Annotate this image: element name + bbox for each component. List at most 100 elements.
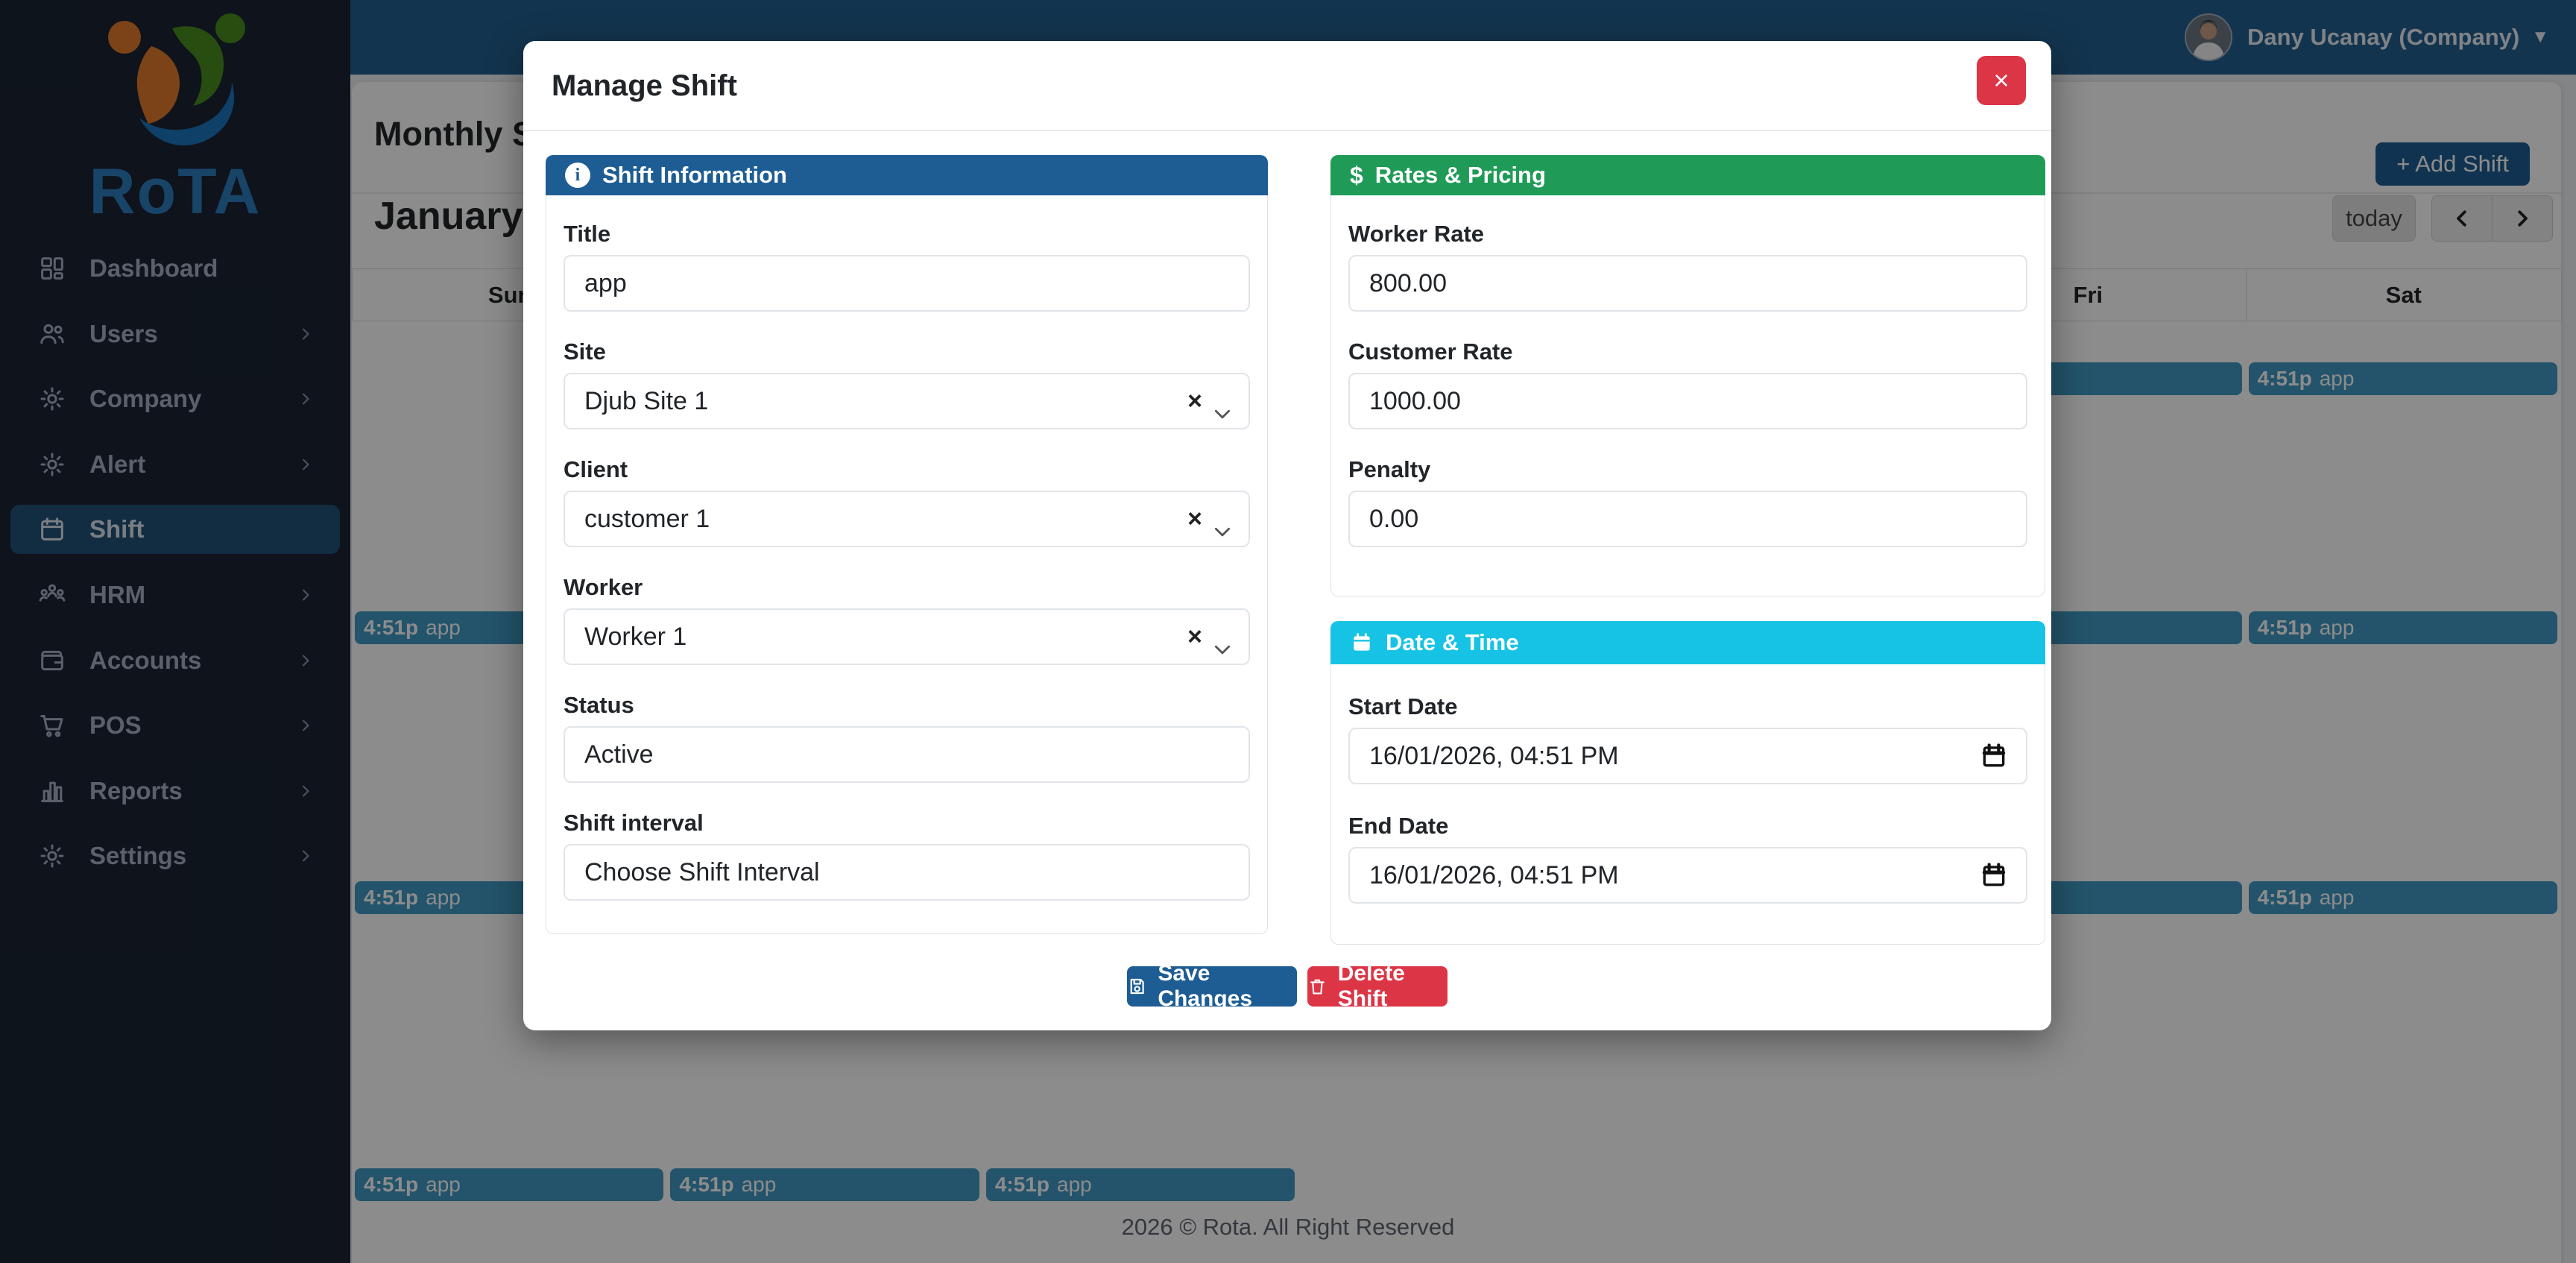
end-date-input[interactable]: 16/01/2026, 04:51 PM [1348,847,2027,904]
shift-interval-label: Shift interval [564,810,704,836]
calendar-event[interactable]: 4:51p app [355,1168,664,1201]
site-select[interactable]: Djub Site 1 × [564,373,1250,429]
sidebar-item-accounts[interactable]: Accounts [10,636,340,685]
chevron-down-icon[interactable] [1213,515,1232,537]
customer-rate-input[interactable]: 1000.00 [1348,373,2027,429]
event-time: 4:51p [364,616,419,639]
chevron-down-icon[interactable] [1213,633,1232,655]
worker-select[interactable]: Worker 1 × [564,608,1250,665]
sidebar-item-reports[interactable]: Reports [10,766,340,816]
date-time-header: Date & Time [1330,621,2045,664]
calendar-event[interactable]: 4:51p app [2248,611,2557,644]
calendar-event[interactable]: 4:51p app [2248,362,2557,395]
start-date-value: 16/01/2026, 04:51 PM [1369,741,1619,770]
date-picker-icon[interactable] [1980,861,2008,889]
sidebar-item-label: Settings [89,842,187,870]
event-title: app [2319,886,2355,909]
dashboard-icon [37,253,67,283]
sidebar-item-label: Company [89,385,202,413]
today-button[interactable]: today [2332,195,2416,242]
sidebar-item-shift[interactable]: Shift [10,505,340,555]
worker-rate-label: Worker Rate [1348,221,1485,247]
calendar-icon [37,514,67,544]
start-date-label: Start Date [1348,693,1458,719]
sidebar-item-alert[interactable]: Alert [10,440,340,489]
modal-header: Manage Shift × [523,41,2051,131]
gear-icon [37,841,67,871]
calendar-event[interactable]: 4:51p app [2248,881,2557,914]
date-picker-icon[interactable] [1980,742,2008,770]
rates-pricing-header: $ Rates & Pricing [1330,155,2045,195]
caret-down-icon: ▼ [2531,27,2549,47]
sidebar-item-dashboard[interactable]: Dashboard [10,244,340,293]
dollar-icon: $ [1350,161,1363,189]
site-label: Site [564,338,606,365]
avatar [2185,13,2233,61]
users-icon [37,319,67,349]
rates-pricing-header-label: Rates & Pricing [1374,162,1546,188]
app-logo[interactable]: RoTA [0,7,350,224]
event-time: 4:51p [364,1173,419,1196]
day-header-sat: Sat [2247,269,2562,321]
start-date-input[interactable]: 16/01/2026, 04:51 PM [1348,728,2027,784]
shift-interval-input[interactable]: Choose Shift Interval [564,844,1250,901]
next-month-button[interactable] [2492,195,2553,242]
title-input[interactable]: app [564,255,1250,312]
event-title: app [426,886,461,909]
clear-icon[interactable]: × [1187,505,1202,533]
modal-title: Manage Shift [552,69,737,102]
penalty-input[interactable]: 0.00 [1348,491,2027,547]
penalty-value: 0.00 [1369,504,1419,533]
chevron-right-icon [295,781,316,801]
chevron-right-icon [295,585,316,605]
event-time: 4:51p [2257,616,2312,639]
people-icon [37,580,67,610]
shift-information-header: i Shift Information [546,155,1268,195]
clear-icon[interactable]: × [1187,623,1202,651]
chevron-right-icon [295,388,316,409]
delete-shift-button[interactable]: Delete Shift [1307,961,1448,1011]
calendar-event[interactable]: 4:51p app [670,1168,979,1201]
user-menu[interactable]: Dany Ucanay (Company) ▼ [2185,0,2549,75]
chevron-down-icon[interactable] [1213,397,1232,419]
client-label: Client [564,456,628,482]
event-title: app [2319,616,2355,639]
clear-icon[interactable]: × [1187,387,1202,415]
client-value: customer 1 [584,504,710,533]
worker-rate-input[interactable]: 800.00 [1348,255,2027,312]
event-time: 4:51p [994,1173,1049,1196]
date-time-header-label: Date & Time [1386,629,1519,655]
sidebar-item-users[interactable]: Users [10,309,340,359]
add-shift-button[interactable]: + Add Shift [2375,142,2530,186]
chart-icon [37,776,67,806]
sidebar-item-company[interactable]: Company [10,374,340,423]
sidebar-item-label: Dashboard [89,254,218,282]
sidebar-item-label: Alert [89,450,146,478]
status-input[interactable]: Active [564,726,1250,783]
site-value: Djub Site 1 [584,386,709,415]
sidebar-item-label: Users [89,319,158,347]
close-icon: × [1993,65,2010,95]
sidebar-item-label: Accounts [89,646,202,674]
calendar-event[interactable]: 4:51p app [985,1168,1295,1201]
sidebar-item-label: Reports [89,776,183,804]
end-date-value: 16/01/2026, 04:51 PM [1369,860,1619,889]
event-title: app [426,616,461,639]
save-changes-button[interactable]: Save Changes [1127,961,1297,1011]
status-value: Active [584,740,654,769]
brand-name: RoTA [89,156,262,227]
client-select[interactable]: customer 1 × [564,491,1250,547]
date-time-panel: Date & Time Start Date 16/01/2026, 04:51 … [1330,621,2045,945]
event-title: app [426,1173,461,1196]
day-header-fri: Fri [1931,269,2247,321]
sidebar-item-pos[interactable]: POS [10,701,340,750]
sidebar-item-hrm[interactable]: HRM [10,570,340,620]
shift-information-panel: i Shift Information Title app Site Djub Sit… [546,155,1268,934]
info-icon: i [565,163,590,188]
shift-information-header-label: Shift Information [602,162,787,188]
trash-icon [1310,979,1325,995]
customer-rate-value: 1000.00 [1369,386,1461,415]
sidebar-item-settings[interactable]: Settings [10,831,340,881]
sidebar-item-label: Shift [89,515,145,544]
close-button[interactable]: × [1977,56,2026,105]
